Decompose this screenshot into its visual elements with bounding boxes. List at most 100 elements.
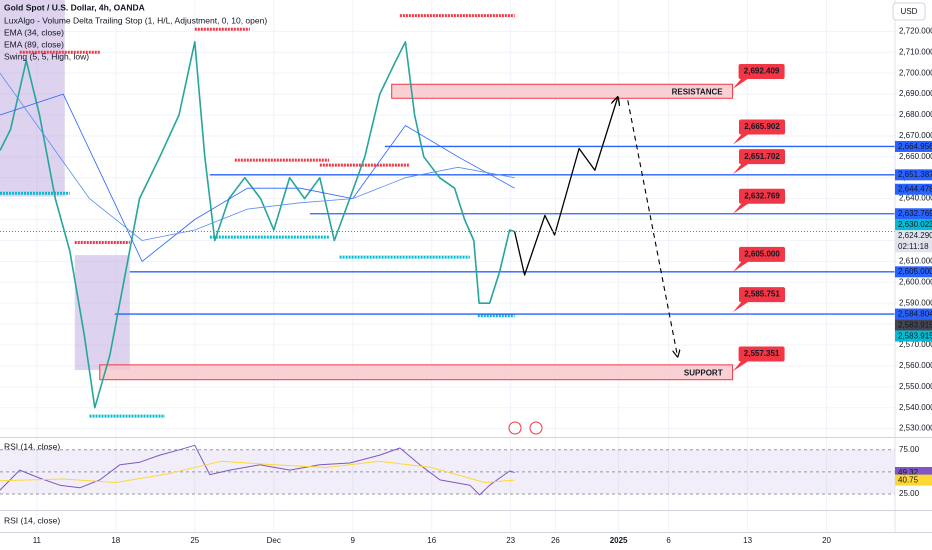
price-label: 2,583.915 [898, 320, 932, 329]
x-tick-label: 9 [351, 536, 356, 545]
rsi-value-label: 49.32 [898, 468, 919, 477]
price-label-box [895, 169, 932, 181]
indicator-label: LuxAlgo - Volume Delta Trailing Stop (1,… [4, 15, 267, 25]
price-label-box [895, 219, 932, 231]
price-tag [739, 287, 785, 303]
currency-button[interactable]: USD [892, 2, 926, 21]
x-tick-label: 26 [551, 536, 560, 545]
y-tick-label: 2,710.000 [899, 47, 932, 56]
y-tick-label: 2,640.000 [899, 194, 932, 203]
price-tag [739, 188, 785, 204]
y-tick-label: 2,550.000 [899, 382, 932, 391]
tag-pointer [733, 201, 751, 214]
y-tick-label: 2,660.000 [899, 152, 932, 161]
y-tick-label: 2,680.000 [899, 110, 932, 119]
price-tag-label: 2,692.409 [744, 67, 780, 76]
currency-label[interactable]: USD [901, 7, 918, 16]
series-line [0, 72, 515, 241]
countdown: 02:11:18 [898, 242, 929, 251]
price-label: 2,644.478 [898, 185, 932, 194]
x-tick-label: 13 [743, 536, 752, 545]
tag-pointer [733, 259, 751, 272]
price-label-box [895, 319, 932, 331]
symbol-title: Gold Spot / U.S. Dollar, 4h, OANDA [4, 2, 145, 12]
price-tag-label: 2,557.351 [744, 349, 780, 358]
tag-pointer [732, 77, 751, 90]
price-tag [738, 346, 785, 362]
rsi-value-label: 40.75 [898, 476, 919, 485]
series-line [0, 444, 515, 496]
price-label-box [895, 183, 932, 195]
indicator-label: EMA (34, close) [4, 27, 64, 37]
y-tick-label: 2,610.000 [899, 256, 932, 265]
y-tick-label: 2,670.000 [899, 131, 932, 140]
series-line [0, 41, 515, 409]
zone [99, 364, 734, 381]
price-label: 2,664.956 [898, 142, 932, 151]
y-tick-label: 2,570.000 [899, 340, 932, 349]
series-line [627, 100, 678, 356]
x-tick-label: 25 [190, 536, 199, 545]
price-label: 2,583.915 [898, 331, 932, 340]
y-tick-label: 2,540.000 [899, 403, 932, 412]
x-tick-label: 20 [822, 536, 831, 545]
series-line [513, 97, 618, 276]
price-tag-label: 2,632.769 [744, 191, 780, 200]
tag-pointer [733, 300, 751, 313]
price-tag-label: 2,651.702 [744, 152, 780, 161]
price-label: 2,605.000 [898, 267, 932, 276]
zone-label: RESISTANCE [672, 87, 724, 96]
series-line [0, 460, 515, 483]
price-label: 2,630.023 [898, 220, 932, 229]
series-line [0, 93, 515, 262]
y-tick-label: 2,560.000 [899, 361, 932, 370]
price-label-box [895, 308, 932, 320]
price-label-box [895, 230, 932, 253]
event-icon[interactable] [508, 421, 522, 435]
delta-box [74, 255, 130, 371]
rsi-value-box [895, 467, 932, 479]
y-tick-label: 2,600.000 [899, 277, 932, 286]
price-label-box [895, 208, 932, 220]
price-label: 2,584.804 [898, 309, 932, 318]
y-tick-label: 2,720.000 [899, 26, 932, 35]
x-tick-label: 6 [666, 536, 671, 545]
price-label-box [895, 266, 932, 278]
rsi-tick-label: 75.00 [899, 445, 920, 454]
price-label: 2,651.387 [898, 170, 932, 179]
rsi-tick-label: 25.00 [899, 489, 920, 498]
y-tick-label: 2,530.000 [899, 424, 932, 433]
zone [391, 83, 734, 99]
y-tick-label: 2,700.000 [899, 68, 932, 77]
pane-title: RSI (14, close) [4, 441, 60, 451]
price-tag [738, 64, 785, 80]
y-tick-label: 2,590.000 [899, 298, 932, 307]
tag-pointer [732, 359, 751, 372]
x-tick-label: 18 [111, 536, 120, 545]
price-tag [739, 149, 785, 165]
price-tag-label: 2,665.902 [744, 122, 780, 131]
delta-box [0, 0, 65, 197]
price-label: 2,624.290 [898, 231, 932, 240]
x-tick-label: 2025 [610, 536, 628, 545]
currency-button-box[interactable] [892, 2, 926, 21]
price-label: 2,632.769 [898, 209, 932, 218]
pane-title: RSI (14, close) [4, 515, 60, 525]
tag-pointer [733, 162, 751, 175]
zone-label: SUPPORT [684, 368, 723, 377]
price-label-box [895, 330, 932, 342]
tag-pointer [733, 132, 751, 145]
rsi-value-box [895, 474, 932, 486]
price-tag-label: 2,585.751 [744, 290, 780, 299]
x-tick-label: 16 [427, 536, 436, 545]
price-tag-label: 2,605.000 [744, 249, 780, 258]
x-tick-label: 11 [33, 536, 42, 545]
x-tick-label: 23 [506, 536, 515, 545]
indicator-label: EMA (89, close) [4, 39, 64, 49]
event-icon[interactable] [529, 421, 543, 435]
price-axis [895, 0, 932, 532]
price-tag [739, 119, 785, 135]
x-tick-label: Dec [267, 536, 281, 545]
indicator-label: Swing (5, 5, High, low) [4, 51, 89, 61]
